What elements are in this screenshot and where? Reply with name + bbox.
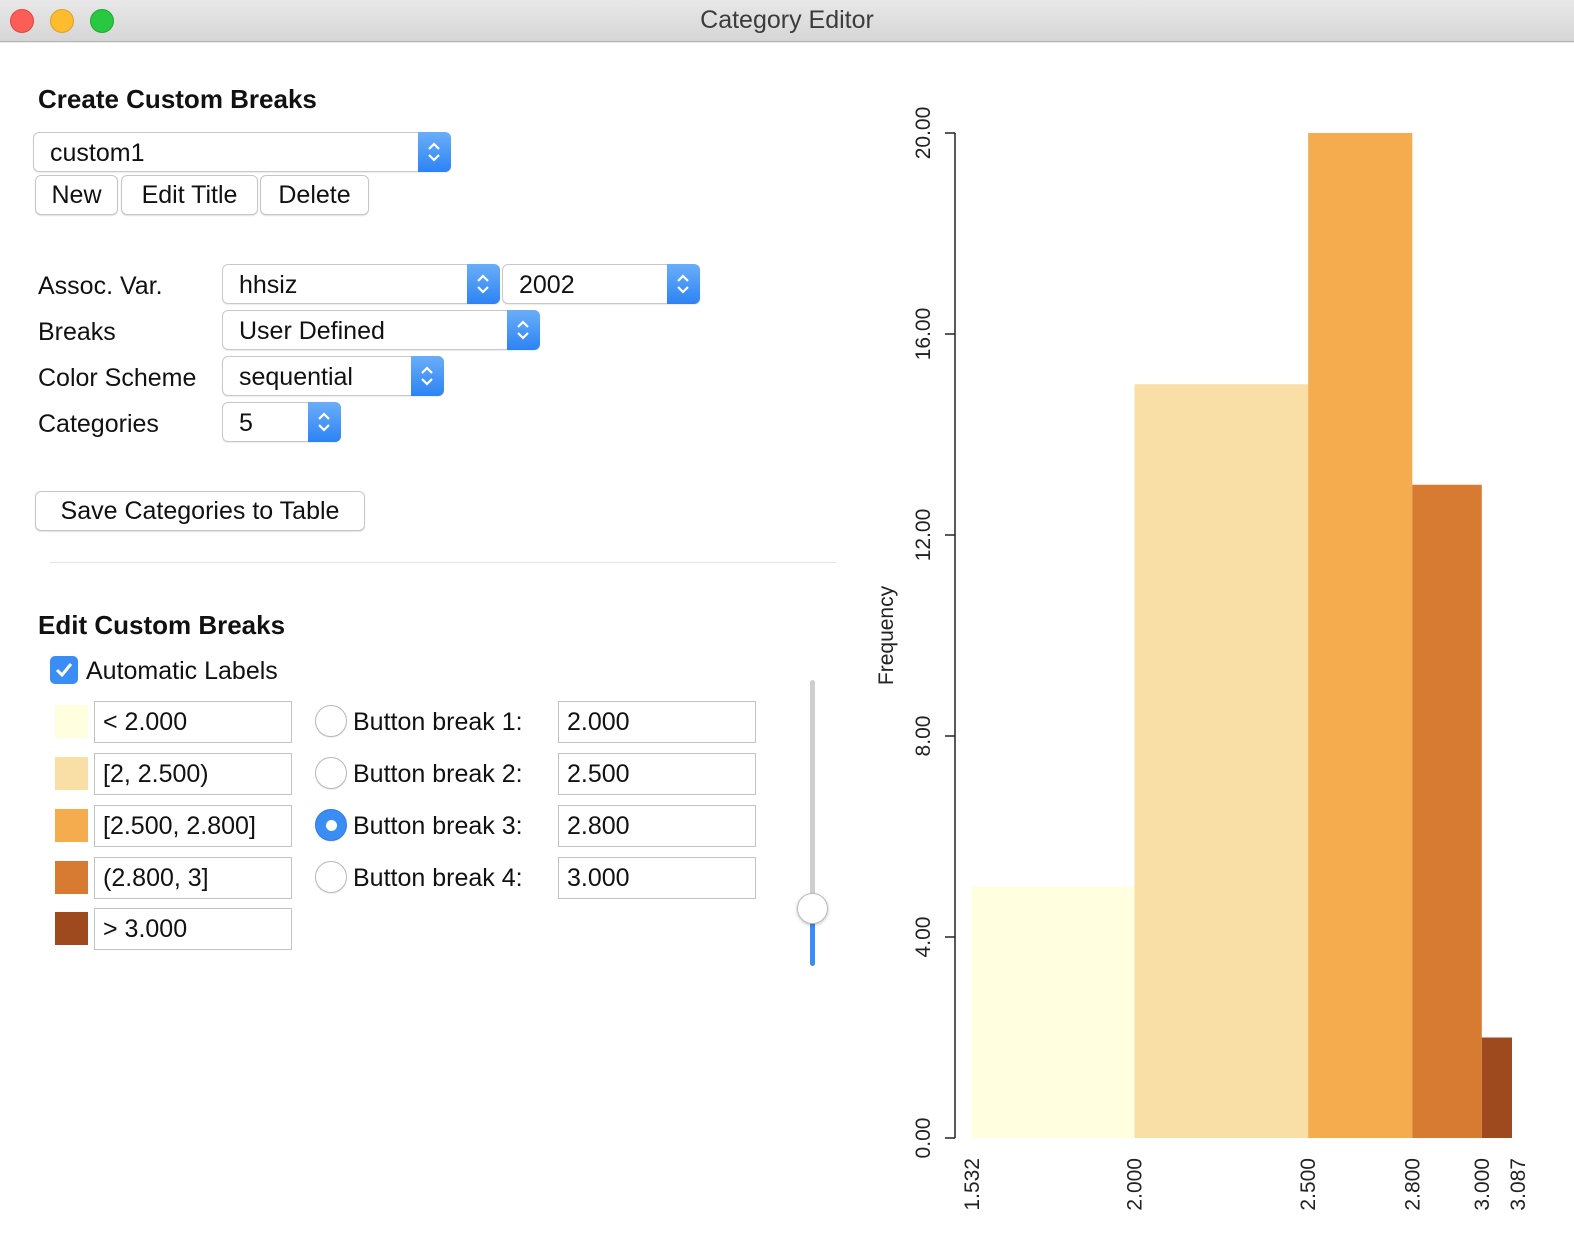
automatic-labels-checkbox[interactable] [50,656,78,684]
popup-arrows-icon [467,264,500,304]
break-radio-4[interactable] [315,861,347,893]
category-label-field-2[interactable]: [2, 2.500) [94,753,292,795]
x-tick-label-0: 1.532 [961,1158,984,1211]
delete-button[interactable]: Delete [260,175,369,215]
category-label-field-4[interactable]: (2.800, 3] [94,857,292,899]
x-tick-label-1: 2.000 [1124,1158,1147,1211]
color-scheme-label: Color Scheme [38,364,197,392]
edit-title-button[interactable]: Edit Title [121,175,258,215]
histogram-bar-2 [1134,384,1309,1138]
custom-breaks-select[interactable]: custom1 [33,132,451,172]
category-label-field-5[interactable]: > 3.000 [94,908,292,950]
break-radio-1[interactable] [315,705,347,737]
break-radio-3[interactable] [315,809,347,841]
category-label-field-1[interactable]: < 2.000 [94,701,292,743]
histogram-bar-4 [1412,484,1482,1138]
window-title: Category Editor [700,6,874,34]
section-divider [50,562,836,563]
histogram-chart: 0.00 4.00 8.00 12.00 16.00 20.00 Frequency 1.53… [875,107,1530,1211]
edit-breaks-heading: Edit Custom Breaks [38,610,286,640]
popup-arrows-icon [667,264,700,304]
histogram-bar-5 [1481,1037,1512,1138]
break-value-field-4[interactable]: 3.000 [558,857,756,899]
checkmark-icon [55,663,73,678]
time-select[interactable]: 2002 [502,264,700,304]
y-axis-label: Frequency [875,585,898,685]
break-label-2: Button break 2: [353,760,523,788]
save-categories-button[interactable]: Save Categories to Table [35,491,365,531]
categories-select[interactable]: 5 [222,402,341,442]
y-tick-label-2: 8.00 [912,716,935,757]
minimize-button[interactable] [50,9,74,33]
popup-arrows-icon [308,402,341,442]
breaks-select[interactable]: User Defined [222,310,540,350]
break-value-field-2[interactable]: 2.500 [558,753,756,795]
create-breaks-heading: Create Custom Breaks [38,84,317,114]
close-button[interactable] [10,9,34,33]
break-slider-fill [810,908,815,966]
title-bar: Category Editor [0,0,1574,42]
y-tick-label-1: 4.00 [912,917,935,958]
break-label-4: Button break 4: [353,864,523,892]
y-tick-label-0: 0.00 [912,1118,935,1159]
break-label-1: Button break 1: [353,708,523,736]
popup-arrows-icon [507,310,540,350]
color-scheme-value: sequential [239,363,353,391]
break-value-field-1[interactable]: 2.000 [558,701,756,743]
y-tick-label-5: 20.00 [912,107,935,160]
histogram-bar-3 [1308,133,1413,1138]
color-scheme-select[interactable]: sequential [222,356,444,396]
category-swatch-4 [55,861,88,894]
break-label-3: Button break 3: [353,812,523,840]
time-value: 2002 [519,271,575,299]
automatic-labels-label: Automatic Labels [86,657,278,685]
category-swatch-5 [55,912,88,945]
custom-breaks-value: custom1 [50,139,145,167]
x-tick-label-2: 2.500 [1297,1158,1320,1211]
break-slider-knob[interactable] [797,893,828,925]
x-tick-label-4: 3.000 [1471,1158,1494,1211]
assoc-var-label: Assoc. Var. [38,272,163,300]
y-tick-label-4: 16.00 [912,308,935,361]
popup-arrows-icon [411,356,444,396]
x-tick-label-3: 2.800 [1401,1158,1424,1211]
breaks-value: User Defined [239,317,385,345]
categories-value: 5 [239,409,253,437]
new-button[interactable]: New [35,175,118,215]
assoc-var-value: hhsiz [239,271,298,299]
histogram-bar-1 [972,886,1135,1138]
category-swatch-2 [55,757,88,790]
categories-label: Categories [38,410,159,438]
x-tick-label-5: 3.087 [1507,1158,1530,1211]
break-radio-2[interactable] [315,757,347,789]
category-swatch-1 [55,705,88,738]
zoom-button[interactable] [90,9,114,33]
category-swatch-3 [55,809,88,842]
assoc-var-select[interactable]: hhsiz [222,264,500,304]
popup-arrows-icon [418,132,451,172]
break-value-field-3[interactable]: 2.800 [558,805,756,847]
break-slider-track[interactable] [810,680,815,966]
breaks-label: Breaks [38,318,116,346]
y-tick-label-3: 12.00 [912,509,935,562]
category-label-field-3[interactable]: [2.500, 2.800] [94,805,292,847]
